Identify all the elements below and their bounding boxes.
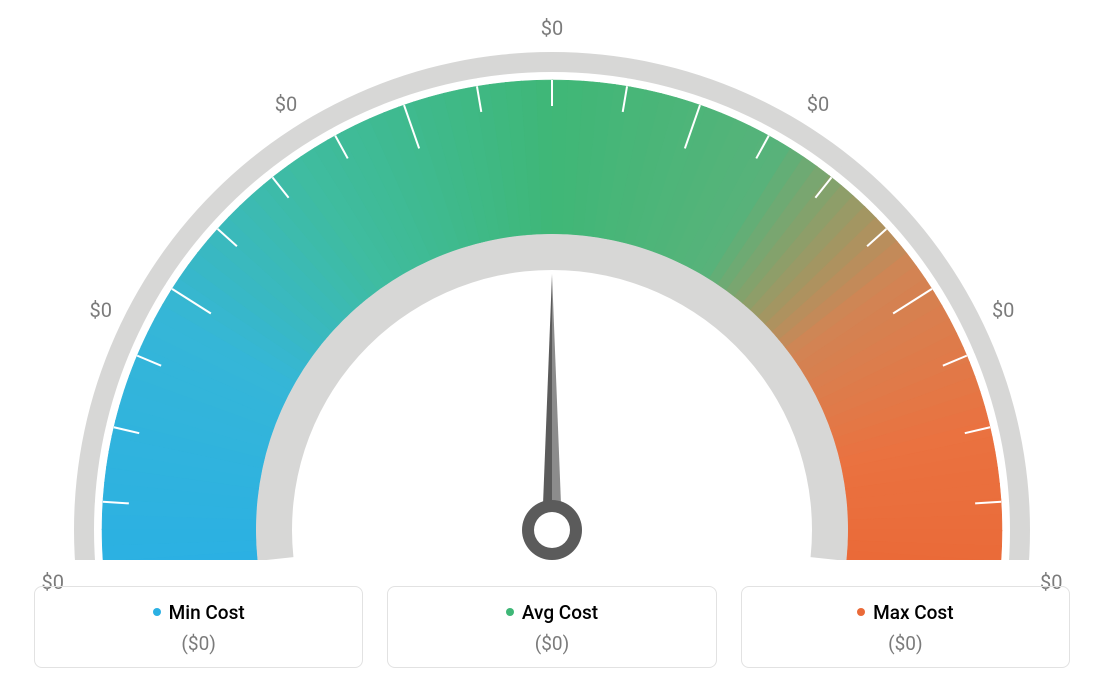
legend-label-min: Min Cost [169, 601, 245, 624]
legend-label-max: Max Cost [873, 601, 953, 624]
dot-icon [506, 608, 514, 616]
gauge-svg [0, 0, 1104, 560]
dot-icon [153, 608, 161, 616]
legend-title-avg: Avg Cost [398, 601, 705, 624]
gauge-scale-label: $0 [90, 298, 112, 322]
dot-icon [857, 608, 865, 616]
gauge-chart: $0$0$0$0$0$0$0 [0, 0, 1104, 560]
gauge-scale-label: $0 [541, 16, 563, 40]
legend-label-avg: Avg Cost [522, 601, 598, 624]
legend-title-min: Min Cost [45, 601, 352, 624]
gauge-scale-label: $0 [807, 92, 829, 116]
legend-value-max: ($0) [752, 632, 1059, 655]
legend-value-avg: ($0) [398, 632, 705, 655]
legend-title-max: Max Cost [752, 601, 1059, 624]
legend-card-avg: Avg Cost ($0) [387, 586, 716, 668]
gauge-scale-label: $0 [275, 92, 297, 116]
legend-card-max: Max Cost ($0) [741, 586, 1070, 668]
legend-card-min: Min Cost ($0) [34, 586, 363, 668]
legend-value-min: ($0) [45, 632, 352, 655]
legend-row: Min Cost ($0) Avg Cost ($0) Max Cost ($0… [0, 586, 1104, 690]
gauge-scale-label: $0 [992, 298, 1014, 322]
